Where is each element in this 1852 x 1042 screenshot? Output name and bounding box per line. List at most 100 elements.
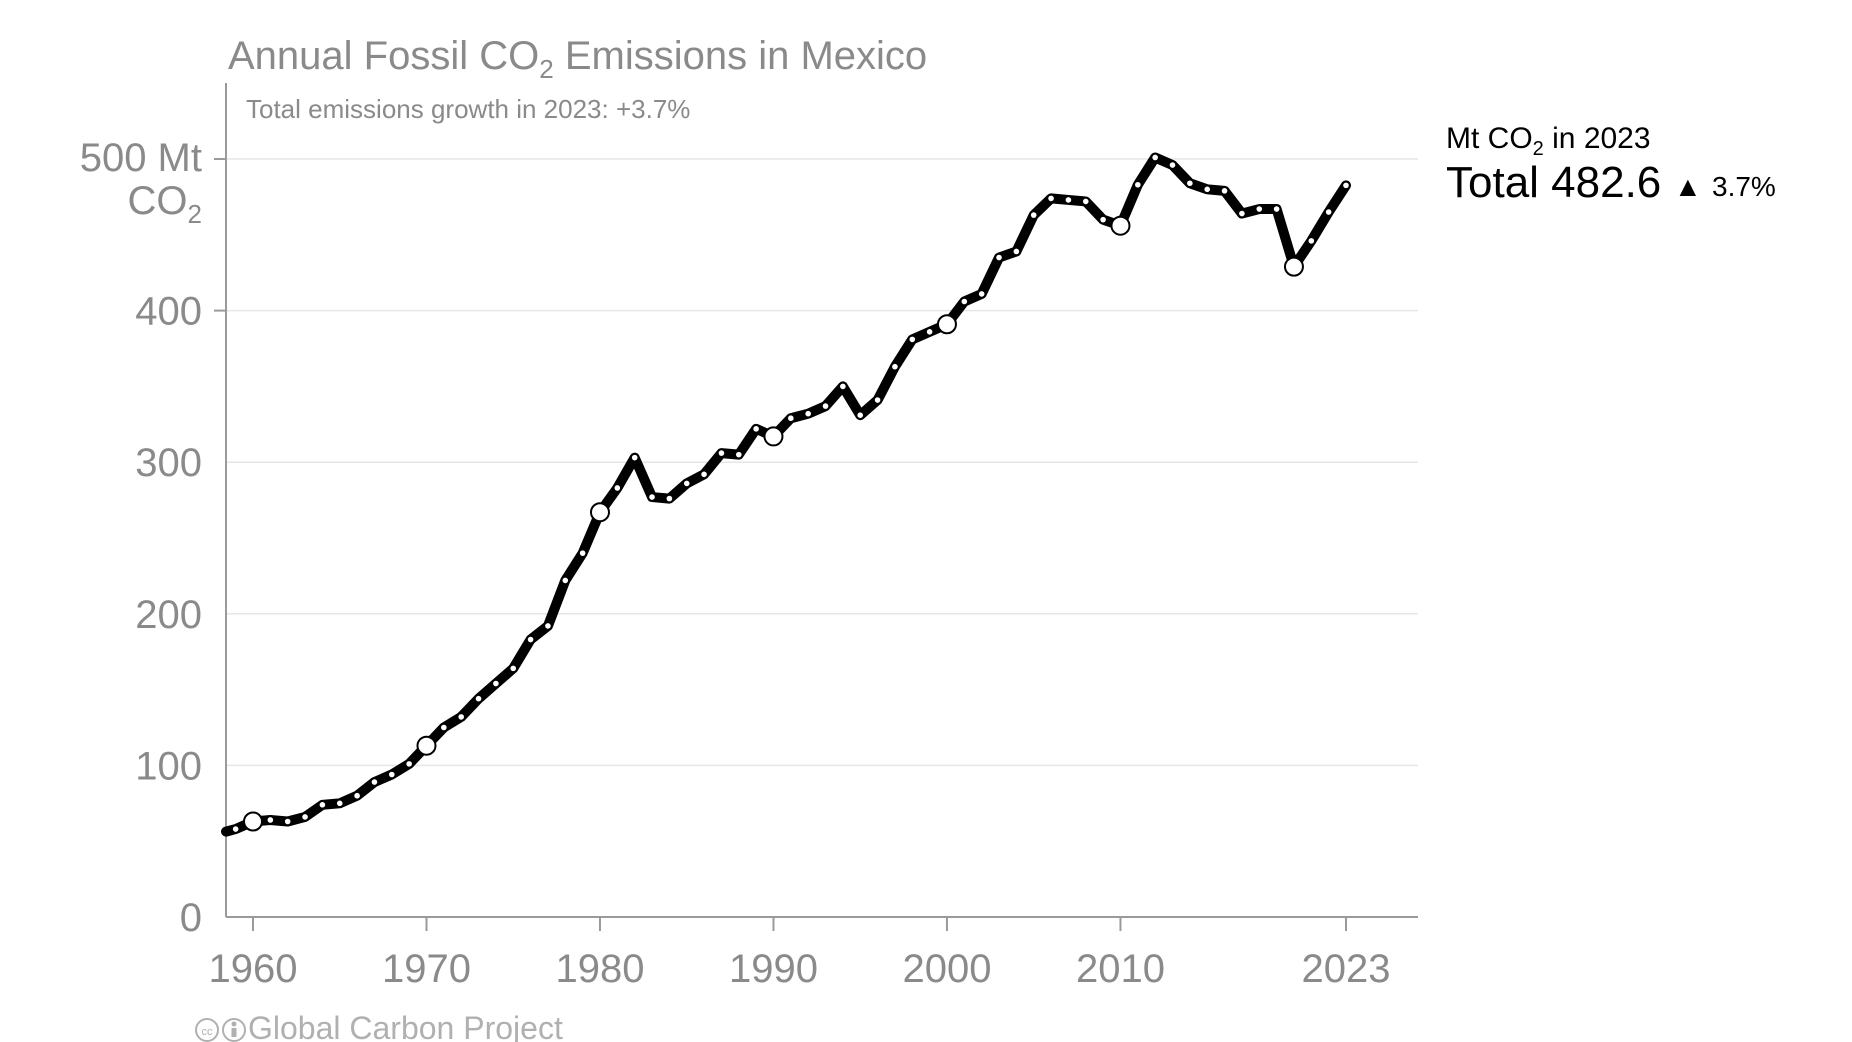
data-point <box>1256 206 1263 212</box>
data-point <box>406 761 412 767</box>
x-tick-label: 1990 <box>729 947 818 991</box>
data-point <box>735 451 742 458</box>
y-axis-unit-subscript: 2 <box>188 199 202 229</box>
y-axis-tick-labels: 0 100 200 300 400 <box>135 158 226 940</box>
data-point <box>1065 197 1072 203</box>
data-point <box>892 363 898 370</box>
data-point <box>857 412 864 419</box>
data-point <box>978 291 985 297</box>
side-label-mt-co: Mt CO <box>1446 122 1533 155</box>
data-point <box>579 550 586 556</box>
x-tick-label: 1980 <box>555 947 644 991</box>
data-point <box>1030 212 1037 218</box>
data-point <box>1308 238 1315 244</box>
y-tick-label: 200 <box>135 593 202 637</box>
data-point <box>545 623 551 629</box>
data-point <box>1343 182 1349 189</box>
data-point <box>1204 186 1211 193</box>
y-tick-label: 100 <box>135 744 202 788</box>
data-point <box>666 495 673 502</box>
gridlines <box>226 158 1418 767</box>
data-point <box>805 410 811 417</box>
data-point <box>232 826 239 832</box>
y-tick-label: 0 <box>180 896 202 940</box>
y-tick-label: 400 <box>135 290 202 334</box>
data-point <box>1082 198 1089 205</box>
x-tick-label: 1960 <box>209 947 298 991</box>
data-point <box>1325 209 1332 215</box>
highlight-point <box>936 314 957 335</box>
growth-up-triangle-icon: ▲ <box>1674 171 1702 202</box>
data-point <box>1221 188 1228 194</box>
data-point <box>909 336 916 343</box>
data-point <box>631 454 638 461</box>
data-point <box>926 329 933 335</box>
data-point <box>701 471 707 478</box>
data-point <box>822 403 829 409</box>
data-point <box>527 636 534 643</box>
data-point <box>475 695 482 702</box>
data-point <box>319 802 326 808</box>
data-point <box>284 818 291 825</box>
y-axis-unit-co: CO <box>128 179 188 223</box>
svg-text:cc: cc <box>202 1026 214 1038</box>
side-year-label: Mt CO2 in 2023 <box>1446 122 1651 160</box>
data-point <box>961 298 968 305</box>
data-point <box>1048 195 1054 202</box>
data-point <box>1273 206 1280 212</box>
chart-subtitle: Total emissions growth in 2023: +3.7% <box>246 94 690 124</box>
data-point <box>354 792 360 799</box>
highlight-point <box>589 502 610 523</box>
credit-text: Global Carbon Project <box>248 1010 563 1042</box>
highlight-point <box>416 735 437 756</box>
highlight-point <box>763 426 784 447</box>
data-point <box>1187 180 1193 187</box>
x-tick-label: 2010 <box>1076 947 1165 991</box>
emissions-series <box>221 152 1351 837</box>
data-point <box>441 724 447 731</box>
data-point <box>371 779 378 785</box>
data-point <box>1152 154 1158 161</box>
data-point <box>493 680 499 687</box>
data-point <box>718 450 725 456</box>
highlight-point <box>243 811 263 832</box>
side-total-value: Total 482.6 <box>1446 158 1661 207</box>
chart-title: Annual Fossil CO2 Emissions in Mexico <box>228 34 927 84</box>
attribution-icon <box>222 1018 246 1042</box>
y-axis-unit-label-line2: CO2 <box>128 179 202 229</box>
side-label-subscript: 2 <box>1533 138 1544 160</box>
data-point <box>267 817 274 823</box>
chart-title-subscript: 2 <box>539 54 553 84</box>
y-tick-label: 300 <box>135 441 202 485</box>
x-axis-ticks: 1960 1970 1980 1990 2000 2010 2023 <box>209 917 1391 991</box>
creative-commons-icon: cc <box>195 1018 219 1042</box>
data-point <box>388 771 395 778</box>
highlight-point <box>1283 256 1304 277</box>
x-tick-label: 2023 <box>1302 947 1391 991</box>
data-point <box>874 397 881 403</box>
y-axis-unit-label-line1: 500 Mt <box>80 136 202 180</box>
data-point <box>458 714 464 720</box>
side-label-year: in 2023 <box>1544 122 1651 155</box>
data-point <box>683 480 690 487</box>
data-point <box>614 485 621 491</box>
data-point <box>510 665 517 672</box>
data-point <box>562 577 569 584</box>
data-point <box>1100 216 1106 223</box>
chart-title-part-2: Emissions in Mexico <box>554 34 927 78</box>
data-point <box>336 800 343 807</box>
x-tick-label: 1970 <box>382 947 471 991</box>
x-tick-label: 2000 <box>902 947 991 991</box>
data-point <box>996 254 1002 261</box>
data-point <box>1013 248 1020 255</box>
side-growth-value: 3.7% <box>1712 171 1776 202</box>
chart-title-part-1: Annual Fossil CO <box>228 34 539 78</box>
data-point <box>1239 210 1245 217</box>
data-point <box>649 494 655 500</box>
data-point <box>753 426 759 432</box>
data-point <box>1135 181 1141 188</box>
data-point <box>302 814 308 820</box>
data-point <box>788 415 794 422</box>
emissions-line <box>221 152 1351 837</box>
